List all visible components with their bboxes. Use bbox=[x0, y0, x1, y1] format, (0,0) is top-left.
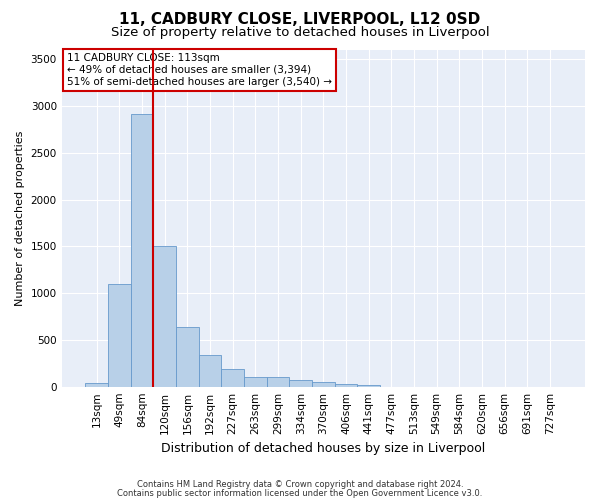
Bar bbox=[312, 382, 335, 386]
Bar bbox=[358, 385, 380, 386]
Bar bbox=[108, 284, 131, 386]
Bar bbox=[266, 378, 289, 386]
Bar bbox=[154, 246, 176, 386]
Text: Contains HM Land Registry data © Crown copyright and database right 2024.: Contains HM Land Registry data © Crown c… bbox=[137, 480, 463, 489]
Bar bbox=[289, 380, 312, 386]
Bar bbox=[221, 369, 244, 386]
Bar bbox=[85, 383, 108, 386]
Bar bbox=[244, 378, 266, 386]
Y-axis label: Number of detached properties: Number of detached properties bbox=[15, 130, 25, 306]
Bar bbox=[335, 384, 358, 386]
Text: Size of property relative to detached houses in Liverpool: Size of property relative to detached ho… bbox=[110, 26, 490, 39]
Bar bbox=[199, 355, 221, 386]
Bar bbox=[176, 327, 199, 386]
X-axis label: Distribution of detached houses by size in Liverpool: Distribution of detached houses by size … bbox=[161, 442, 485, 455]
Text: 11 CADBURY CLOSE: 113sqm
← 49% of detached houses are smaller (3,394)
51% of sem: 11 CADBURY CLOSE: 113sqm ← 49% of detach… bbox=[67, 54, 332, 86]
Text: Contains public sector information licensed under the Open Government Licence v3: Contains public sector information licen… bbox=[118, 488, 482, 498]
Text: 11, CADBURY CLOSE, LIVERPOOL, L12 0SD: 11, CADBURY CLOSE, LIVERPOOL, L12 0SD bbox=[119, 12, 481, 28]
Bar bbox=[131, 114, 154, 386]
